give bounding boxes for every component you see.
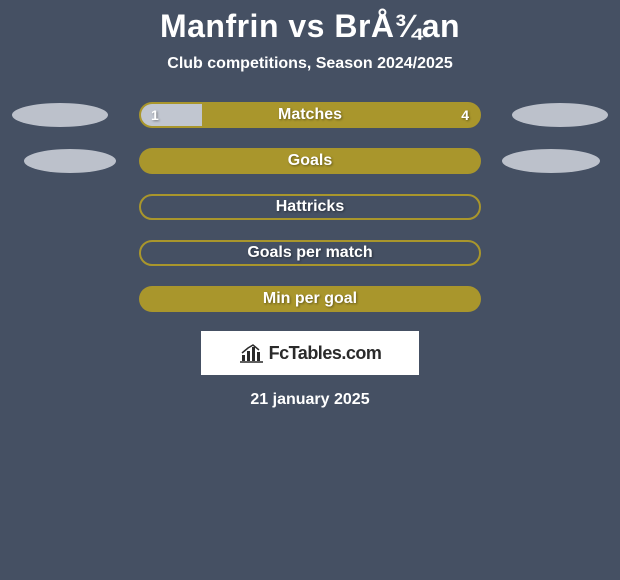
bar-goals-per-match: Goals per match (139, 240, 481, 266)
player-right-ellipse (502, 149, 600, 173)
stat-row-hattricks: Hattricks (0, 193, 620, 221)
chart-icon (239, 342, 265, 364)
bar-hattricks: Hattricks (139, 194, 481, 220)
value-left: 1 (151, 107, 159, 123)
bar-label: Goals (288, 152, 332, 170)
chart-area: 1 Matches 4 Goals Hattricks Goals per ma… (0, 101, 620, 313)
player-left-ellipse (24, 149, 116, 173)
stat-row-matches: 1 Matches 4 (0, 101, 620, 129)
bar-label: Matches (278, 106, 342, 124)
bar-min-per-goal: Min per goal (139, 286, 481, 312)
logo-box: FcTables.com (201, 331, 419, 375)
player-left-ellipse (12, 103, 108, 127)
page-title: Manfrin vs BrÅ¾an (0, 8, 620, 45)
value-right: 4 (461, 107, 469, 123)
stat-row-min-per-goal: Min per goal (0, 285, 620, 313)
logo: FcTables.com (239, 342, 382, 364)
stat-row-goals-per-match: Goals per match (0, 239, 620, 267)
bar-label: Goals per match (247, 244, 372, 262)
logo-text: FcTables.com (269, 343, 382, 364)
bar-matches: 1 Matches 4 (139, 102, 481, 128)
subtitle: Club competitions, Season 2024/2025 (0, 55, 620, 73)
player-right-ellipse (512, 103, 608, 127)
bar-label: Hattricks (276, 198, 344, 216)
stat-row-goals: Goals (0, 147, 620, 175)
chart-container: Manfrin vs BrÅ¾an Club competitions, Sea… (0, 0, 620, 409)
bar-goals: Goals (139, 148, 481, 174)
bar-label: Min per goal (263, 290, 357, 308)
date-label: 21 january 2025 (0, 391, 620, 409)
